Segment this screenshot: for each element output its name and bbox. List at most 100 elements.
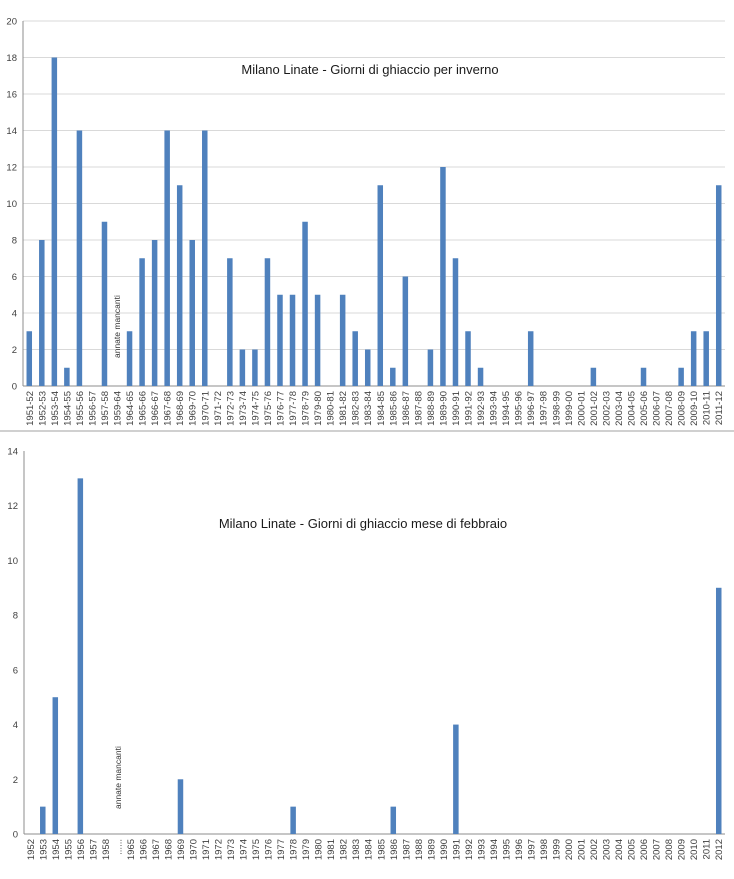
chart-1-x-tick-label: 2001-02 — [589, 391, 600, 426]
chart-1-annotation: annate mancanti — [112, 295, 122, 358]
chart-1-bar — [277, 294, 283, 386]
chart-2-bar — [52, 697, 59, 834]
chart-1-y-tick-label: 14 — [6, 126, 17, 137]
chart-2-x-tick-label: 1973 — [226, 839, 237, 860]
chart-1-x-tick-label: 2003-04 — [614, 391, 625, 426]
chart-1-x-tick-label: 1971-72 — [213, 391, 224, 426]
chart-1-x-tick-label: 1985-86 — [388, 391, 399, 426]
chart-2-x-tick-label: 1990 — [439, 839, 450, 860]
chart-1-bar — [239, 349, 246, 386]
chart-1-x-tick-label: 1955-56 — [75, 391, 86, 426]
chart-2-x-tick-label: 1970 — [188, 839, 199, 860]
chart-2-y-tick-label: 6 — [13, 665, 18, 676]
chart-2-x-tick-label: 1969 — [176, 839, 187, 860]
chart-1-x-tick-label: 1980-81 — [326, 391, 337, 426]
chart-2-x-tick-label: 1980 — [314, 839, 325, 860]
chart-2-bar — [177, 779, 184, 834]
chart-2-x-tick-label: 1992 — [464, 839, 475, 860]
chart-1-y-tick-label: 6 — [12, 272, 17, 283]
chart-2-x-tick-label: 2008 — [664, 839, 675, 860]
chart-2-x-tick-label: 2012 — [714, 839, 725, 860]
chart-2-x-tick-label: 2004 — [614, 839, 625, 860]
chart-2-x-tick-label: 1955 — [63, 839, 74, 860]
chart-2-x-tick-label: 1991 — [451, 839, 462, 860]
chart-2-bar — [40, 806, 46, 834]
chart-divider — [0, 430, 734, 432]
chart-1-x-tick-label: 1975-76 — [263, 391, 274, 426]
chart-2-y-tick-label: 14 — [7, 447, 18, 458]
chart-1-bar — [440, 167, 446, 386]
chart-2-x-tick-label: 1987 — [401, 839, 412, 860]
chart-2-x-tick-label: 1999 — [552, 839, 563, 860]
chart-2-x-tick-label: 1956 — [76, 839, 87, 860]
chart-1-bar — [302, 221, 308, 386]
chart-1-bar — [51, 57, 58, 386]
chart-1-bar — [364, 349, 371, 386]
chart-1-bar — [252, 349, 258, 386]
chart-2-bar — [715, 587, 722, 834]
chart-2-x-tick-label: 2010 — [689, 839, 700, 860]
chart-2-y-tick-label: 8 — [13, 611, 18, 622]
chart-1-x-tick-label: 1998-99 — [551, 391, 562, 426]
chart-2-x-tick-label: 2007 — [652, 839, 663, 860]
chart-1-x-tick-label: 1994-95 — [501, 391, 512, 426]
chart-1-bar — [402, 276, 409, 386]
chart-1-x-tick-label: 2006-07 — [652, 391, 663, 426]
chart-1-x-tick-label: 1987-88 — [413, 391, 424, 426]
chart-1-bar — [590, 367, 597, 386]
chart-1-bar — [39, 240, 45, 386]
chart-2-x-tick-label: 1965 — [126, 839, 137, 860]
chart-2-x-tick-label: 1993 — [476, 839, 487, 860]
chart-1-bar — [64, 367, 70, 386]
chart-winter-ice-days: 0 2 4 6 8 10 12 14 16 18 20 1951-52 1952-53 1953-54 19… — [0, 0, 734, 430]
chart-1-bar — [640, 367, 647, 386]
chart-1-x-tick-label: 1956-57 — [87, 391, 98, 426]
chart-1-x-tick-label: 1978-79 — [301, 391, 312, 426]
chart-february-ice-days: 0 2 4 6 8 10 12 14 1952 1953 1954 1955 1956 1957 1958.… — [0, 432, 734, 879]
chart-1-x-tick-label: 2002-03 — [601, 391, 612, 426]
chart-2-title: Milano Linate - Giorni di ghiaccio mese … — [219, 516, 507, 531]
chart-1-x-tick-label: 1970-71 — [200, 391, 211, 426]
chart-1-x-tick-label: 1986-87 — [401, 391, 412, 426]
chart-2-x-tick-label: 1994 — [489, 839, 500, 860]
chart-1-x-tick-label: 1996-97 — [526, 391, 537, 426]
chart-2-x-tick-label: 1989 — [426, 839, 437, 860]
chart-2-x-tick-label: 1958 — [101, 839, 112, 860]
chart-2-svg: 0 2 4 6 8 10 12 14 1952 1953 1954 1955 1956 1957 1958.… — [7, 447, 725, 861]
chart-1-x-tick-label: 2004-05 — [626, 391, 637, 426]
chart-1-x-tick-label: 1966-67 — [150, 391, 161, 426]
chart-2-y-tick-label: 4 — [13, 720, 18, 731]
chart-1-bar — [151, 240, 158, 386]
chart-2-x-tick-label: 1986 — [389, 839, 400, 860]
chart-2-x-tick-label: 1998 — [539, 839, 550, 860]
chart-1-x-tick-label: 1976-77 — [275, 391, 286, 426]
chart-1-bar — [139, 258, 145, 386]
chart-1-x-tick-label: 2000-01 — [576, 391, 587, 426]
chart-1-x-tick-label: 1957-58 — [100, 391, 111, 426]
chart-1-x-tick-label: 2007-08 — [664, 391, 675, 426]
chart-1-x-tick-label: 1995-96 — [514, 391, 525, 426]
chart-1-bar — [427, 349, 434, 386]
chart-2-x-tick-label: 1982 — [339, 839, 350, 860]
chart-2-x-tick-label: 1988 — [414, 839, 425, 860]
chart-2-x-tick-label: 1968 — [163, 839, 174, 860]
chart-1-x-tick-label: 1972-73 — [225, 391, 236, 426]
chart-1-bar — [390, 367, 396, 386]
chart-2-x-tick-label: 1954 — [51, 839, 62, 860]
chart-1-x-tick-label: 1993-94 — [489, 391, 500, 426]
chart-1-bar — [227, 258, 233, 386]
chart-1-x-tick-label: 1959-64 — [113, 391, 124, 426]
chart-2-x-tick-label: 1981 — [326, 839, 337, 860]
chart-2-annotation: annate mancanti — [113, 746, 123, 809]
chart-2-x-tick-label: 2003 — [602, 839, 613, 860]
chart-2-x-tick-label: 1995 — [501, 839, 512, 860]
chart-1-x-tick-label: 1989-90 — [438, 391, 449, 426]
chart-1-x-tick-label: 2008-09 — [677, 391, 688, 426]
chart-1-x-tick-label: 2005-06 — [639, 391, 650, 426]
chart-2-x-tick-label: 1972 — [214, 839, 225, 860]
chart-1-x-tick-label: 2010-11 — [702, 391, 713, 425]
chart-2-x-tick-label: 2000 — [564, 839, 575, 860]
chart-2-x-tick-label: 1952 — [26, 839, 37, 860]
chart-1-x-tick-label: 1984-85 — [376, 391, 387, 426]
chart-1-bar — [352, 331, 358, 386]
